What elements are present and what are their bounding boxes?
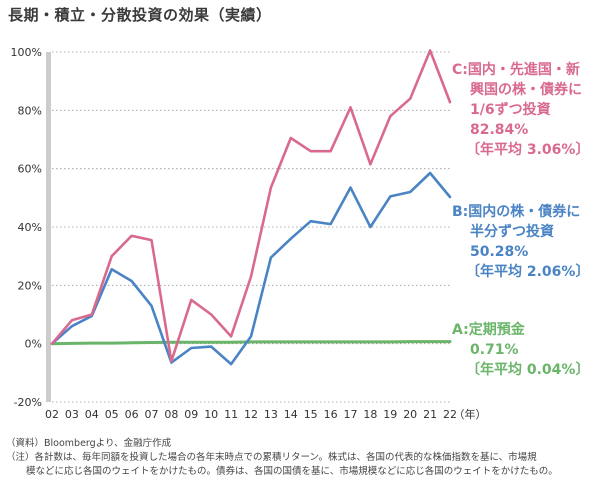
x-tick-labels: 02 03 04 05 06 07 08 09 10 11 12 13 14 15 16 17 18 19 20 21…: [45, 407, 487, 421]
series-line-a: [50, 340, 452, 346]
y-tick-label: 100%: [11, 46, 42, 59]
x-tick-label: 09: [184, 408, 198, 421]
x-tick-label: 04: [85, 408, 99, 421]
y-tick-label: -20%: [14, 396, 42, 409]
y-tick-label: 60%: [18, 163, 42, 176]
x-tick-label: 15: [304, 408, 318, 421]
footnote-line2: 模などに応じ各国のウェイトをかけたもの。債券は、各国の国債を基に、市場規模などに…: [26, 466, 558, 477]
legend-c-line3: 1/6ずつ投資: [470, 102, 551, 118]
legend-a: A:定期預金 0.71% 〔年平均 0.04%〕: [452, 320, 589, 380]
legend-c-value: 82.84%: [470, 122, 529, 138]
line-chart: 100% 80% 60% 40% 20% 0% -20% 02 03 04 05 06 07 08 09 1…: [11, 46, 487, 421]
legend-c-line1: C:国内・先進国・新: [452, 62, 580, 78]
x-tick-label: 18: [363, 408, 377, 421]
legend-a-annual: 〔年平均 0.04%〕: [466, 362, 590, 378]
y-tick-labels: 100% 80% 60% 40% 20% 0% -20%: [11, 46, 42, 409]
y-tick-label: 20%: [18, 279, 42, 292]
y-tick-label: 40%: [18, 221, 42, 234]
x-tick-label: 06: [125, 408, 139, 421]
notes: （資料）Bloombergより、金融庁作成 （注）各計数は、毎年同額を投資した場…: [6, 437, 610, 479]
x-tick-label: 07: [145, 408, 159, 421]
x-tick-label: 13: [264, 408, 278, 421]
x-tick-label: 21: [423, 408, 437, 421]
legend-b-value: 50.28%: [470, 244, 529, 260]
y-axis-bar: [46, 52, 51, 402]
x-tick-label: 22: [443, 408, 457, 421]
legend-c-line2: 興国の株・債券に: [470, 82, 582, 98]
x-tick-label: 12: [244, 408, 258, 421]
chart-title: 長期・積立・分散投資の効果（実績）: [8, 6, 272, 24]
x-tick-label: 02: [45, 408, 59, 421]
source-note: （資料）Bloombergより、金融庁作成: [6, 438, 172, 449]
legend-c: C:国内・先進国・新 興国の株・債券に 1/6ずつ投資 82.84% 〔年平均 …: [452, 60, 589, 160]
legend-c-annual: 〔年平均 3.06%〕: [466, 142, 590, 158]
x-tick-label: 08: [164, 408, 178, 421]
x-tick-label: 14: [284, 408, 298, 421]
footnote-line1: （注）各計数は、毎年同額を投資した場合の各年末時点での累積リターン。株式は、各国…: [6, 452, 537, 463]
x-axis-unit: （年）: [454, 407, 487, 421]
legend-b: B:国内の株・債券に 半分ずつ投資 50.28% 〔年平均 2.06%〕: [452, 202, 589, 282]
legend-a-line1: A:定期預金: [452, 322, 525, 338]
y-tick-label: 0%: [25, 338, 42, 351]
y-tick-label: 80%: [18, 104, 42, 117]
x-tick-label: 05: [105, 408, 119, 421]
x-tick-label: 19: [383, 408, 397, 421]
series-layer: [50, 49, 452, 366]
series-line-b: [50, 171, 452, 366]
series-line-c: [50, 49, 452, 363]
x-tick-label: 11: [224, 408, 238, 421]
x-tick-label: 17: [344, 408, 358, 421]
x-tick-label: 20: [403, 408, 417, 421]
x-tick-label: 16: [324, 408, 338, 421]
x-tick-label: 03: [65, 408, 79, 421]
grid-layer: [52, 51, 450, 403]
legend-b-line2: 半分ずつ投資: [470, 224, 554, 240]
legend-a-value: 0.71%: [470, 342, 519, 358]
x-tick-label: 10: [204, 408, 218, 421]
legend-b-annual: 〔年平均 2.06%〕: [466, 264, 590, 280]
legend-b-line1: B:国内の株・債券に: [452, 204, 581, 220]
